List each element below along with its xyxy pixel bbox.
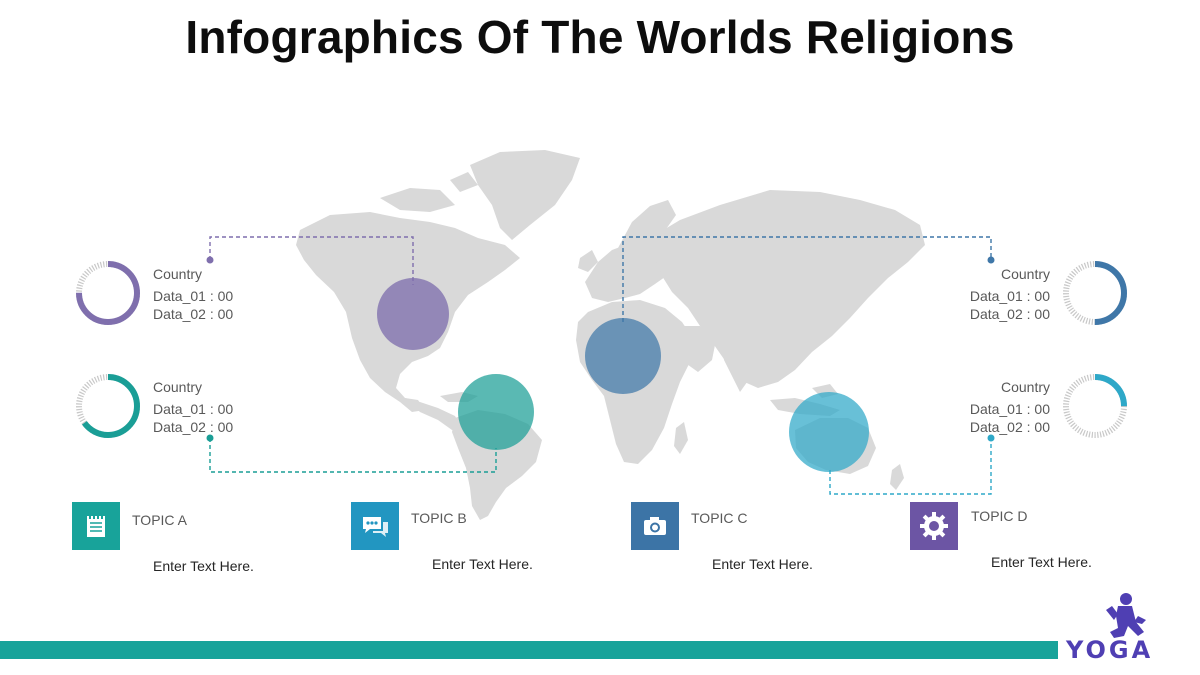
connector-dots bbox=[206, 256, 995, 442]
stat-data-02: Data_02 : 00 bbox=[153, 419, 234, 435]
topic-d-icon-box bbox=[910, 502, 958, 550]
topic-c-label: TOPIC C bbox=[691, 510, 748, 526]
progress-ring-fill bbox=[1063, 261, 1127, 325]
region-circle-south-america bbox=[458, 374, 534, 450]
stat-data-01: Data_01 : 00 bbox=[153, 288, 234, 304]
topic-a-text: Enter Text Here. bbox=[153, 558, 254, 574]
map-india bbox=[722, 340, 760, 392]
progress-ring-fill bbox=[76, 261, 140, 325]
yoga-figure-icon bbox=[1106, 593, 1146, 638]
connector-dot bbox=[987, 256, 995, 264]
topic-b-icon-box bbox=[351, 502, 399, 550]
region-circle-africa bbox=[585, 318, 661, 394]
stat-country: Country bbox=[1000, 379, 1050, 395]
topic-b-text: Enter Text Here. bbox=[432, 556, 533, 572]
topic-a-label: TOPIC A bbox=[132, 512, 187, 528]
map-madagascar bbox=[674, 422, 688, 454]
yoga-logo: YOGA bbox=[1062, 592, 1174, 664]
page-title: Infographics Of The Worlds Religions bbox=[185, 11, 1015, 63]
connector-lines bbox=[209, 236, 992, 495]
stat-block-left-bottom: Country Data_01 : 00 Data_02 : 00 bbox=[153, 378, 233, 436]
map-uk bbox=[578, 250, 598, 272]
stat-data-01: Data_01 : 00 bbox=[153, 401, 234, 417]
stat-data-01: Data_01 : 00 bbox=[969, 288, 1050, 304]
connector-dot bbox=[206, 434, 214, 442]
stat-data-02: Data_02 : 00 bbox=[969, 419, 1050, 435]
topic-a-icon-box bbox=[72, 502, 120, 550]
notepad-icon bbox=[87, 514, 105, 537]
map-asia bbox=[650, 190, 925, 388]
progress-rings bbox=[76, 261, 1127, 438]
topic-c-icon-box bbox=[631, 502, 679, 550]
map-arabia bbox=[676, 326, 716, 372]
logo-text: YOGA bbox=[1066, 636, 1154, 664]
connector-south-america bbox=[209, 438, 497, 473]
progress-ring-fill bbox=[76, 374, 140, 438]
region-circles bbox=[377, 278, 869, 472]
connector-australia bbox=[829, 438, 992, 495]
connector-africa bbox=[622, 236, 992, 322]
topic-d-text: Enter Text Here. bbox=[991, 554, 1092, 570]
region-circle-north-america bbox=[377, 278, 449, 350]
chat-bubbles-icon bbox=[363, 517, 388, 537]
topic-c-text: Enter Text Here. bbox=[712, 556, 813, 572]
stat-block-right-top: Country Data_01 : 00 Data_02 : 00 bbox=[940, 265, 1050, 323]
connector-dot bbox=[987, 434, 995, 442]
footer-bar bbox=[0, 641, 1058, 659]
camera-icon bbox=[644, 517, 666, 535]
map-new-zealand bbox=[890, 464, 904, 490]
topic-b-label: TOPIC B bbox=[411, 510, 467, 526]
map-arctic-islands bbox=[380, 172, 478, 212]
stat-block-left-top: Country Data_01 : 00 Data_02 : 00 bbox=[153, 265, 233, 323]
map-japan bbox=[836, 270, 856, 310]
stat-country: Country bbox=[153, 266, 203, 282]
progress-ring-fill bbox=[1063, 374, 1127, 438]
stat-country: Country bbox=[153, 379, 203, 395]
topic-d-label: TOPIC D bbox=[971, 508, 1028, 524]
stat-data-02: Data_02 : 00 bbox=[969, 306, 1050, 322]
stat-data-02: Data_02 : 00 bbox=[153, 306, 234, 322]
stat-data-01: Data_01 : 00 bbox=[969, 401, 1050, 417]
map-scandinavia bbox=[618, 200, 676, 252]
connector-dot bbox=[206, 256, 214, 264]
map-central-america bbox=[405, 398, 462, 430]
stat-country: Country bbox=[1000, 266, 1050, 282]
stat-block-right-bottom: Country Data_01 : 00 Data_02 : 00 bbox=[940, 378, 1050, 436]
region-circle-australia bbox=[789, 392, 869, 472]
gear-icon bbox=[920, 512, 948, 540]
map-greenland bbox=[470, 150, 580, 240]
